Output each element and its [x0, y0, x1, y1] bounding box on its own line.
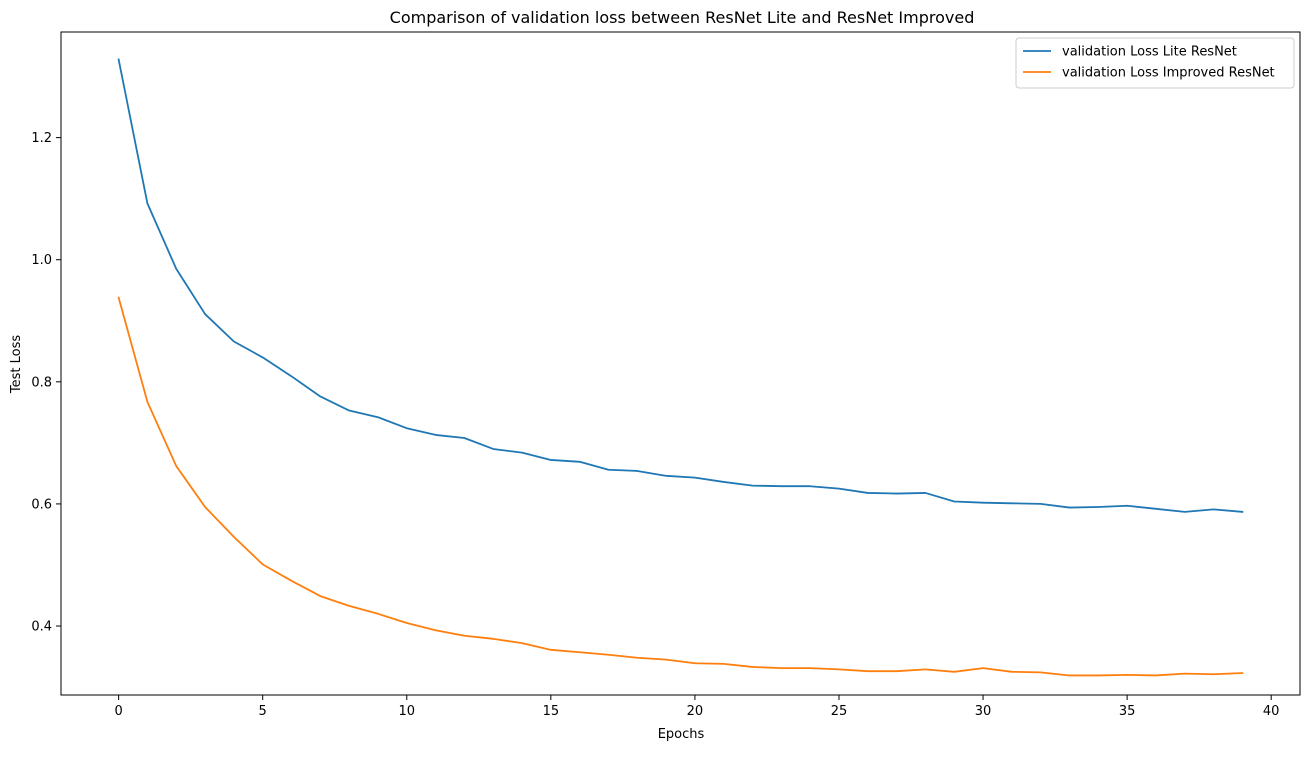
- plot-frame: [60, 31, 1301, 696]
- x-tick-label: 10: [398, 704, 415, 719]
- y-tick-label: 1.2: [31, 131, 52, 146]
- y-tick-label: 1.0: [31, 253, 52, 268]
- legend: validation Loss Lite ResNet validation Lo…: [1015, 37, 1295, 89]
- legend-entry: validation Loss Lite ResNet: [1062, 45, 1237, 60]
- legend-box: [1015, 37, 1295, 89]
- x-axis: 0 5 10 15 20 25 30 35 40: [114, 695, 1279, 719]
- x-tick-label: 15: [543, 704, 560, 719]
- x-tick-label: 20: [687, 704, 704, 719]
- x-tick-label: 30: [975, 704, 992, 719]
- y-axis-label: Test Loss: [9, 335, 24, 394]
- plot-area: [117, 58, 1244, 677]
- x-tick-label: 5: [259, 704, 267, 719]
- chart-title: Comparison of validation loss between Re…: [390, 8, 975, 27]
- y-axis: 0.4 0.6 0.8 1.0 1.2: [31, 131, 61, 635]
- y-tick-label: 0.4: [31, 620, 52, 635]
- y-tick-label: 0.6: [31, 497, 52, 512]
- x-tick-label: 40: [1263, 704, 1280, 719]
- x-axis-label: Epochs: [658, 727, 705, 742]
- legend-entry: validation Loss Improved ResNet: [1062, 66, 1275, 81]
- series-line-1: [117, 58, 1244, 513]
- x-tick-label: 35: [1119, 704, 1136, 719]
- series-line-2: [117, 296, 1244, 677]
- x-tick-label: 25: [831, 704, 848, 719]
- x-tick-label: 0: [114, 704, 122, 719]
- y-tick-label: 0.8: [31, 375, 52, 390]
